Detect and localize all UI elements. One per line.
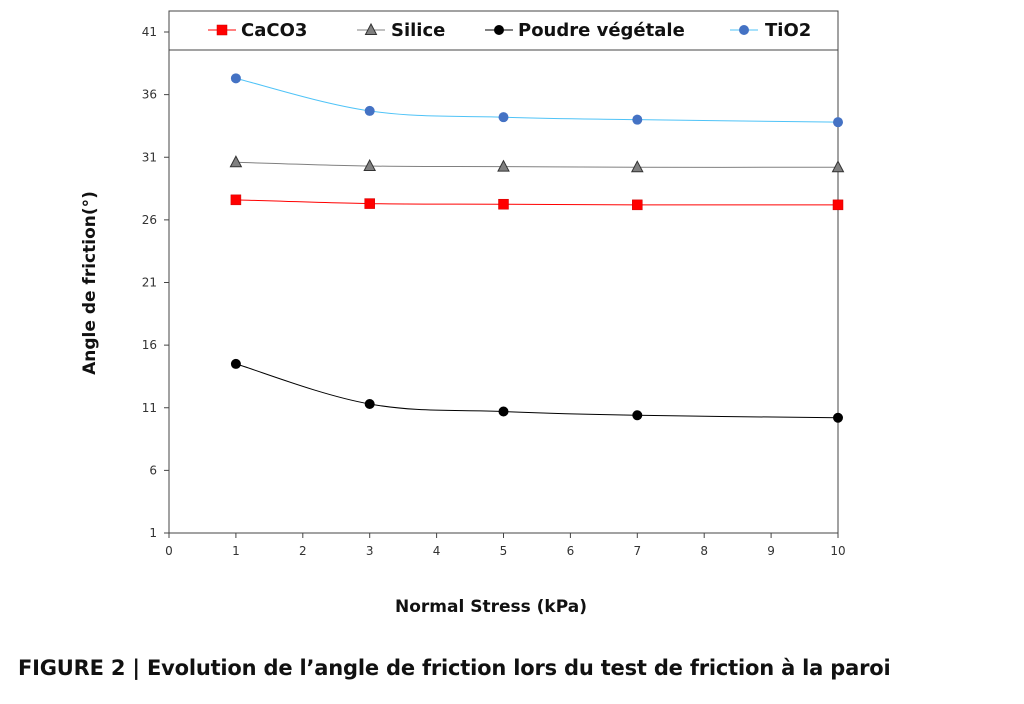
data-point-tio2 (632, 114, 643, 125)
legend: CaCO3 Silice Poudre végétale TiO2 (168, 10, 839, 51)
legend-label-silice: Silice (391, 20, 445, 41)
legend-marker-poudre-v-g-tale (494, 25, 504, 35)
series-line-silice (235, 161, 839, 168)
series-line-caco3 (235, 199, 839, 206)
y-tick-label: 36 (142, 88, 157, 102)
data-point-caco3 (632, 199, 643, 211)
series-caco3 (230, 194, 844, 211)
data-point-silice (630, 160, 644, 173)
legend-marker-tio2 (739, 25, 749, 35)
data-point-caco3 (832, 199, 844, 211)
data-point-silice (229, 155, 243, 168)
series-layer (229, 73, 845, 423)
series-line-tio2 (235, 77, 839, 123)
legend-label-caco3: CaCO3 (241, 20, 307, 41)
y-tick-label: 16 (142, 338, 157, 352)
x-axis-title: Normal Stress (kPa) (395, 597, 587, 617)
x-tick-label: 8 (700, 544, 708, 558)
data-point-tio2 (230, 73, 241, 84)
x-tick-label: 6 (567, 544, 575, 558)
legend-marker-silice (364, 22, 378, 35)
legend-label-poudre-v-g-tale: Poudre végétale (518, 20, 685, 41)
data-point-tio2 (498, 112, 509, 123)
series-silice (229, 155, 845, 173)
y-tick-label: 31 (142, 150, 157, 164)
data-point-poudre-v-g-tale (632, 410, 643, 421)
x-tick-label: 7 (633, 544, 641, 558)
series-tio2 (230, 73, 843, 128)
legend-marker-caco3 (216, 24, 228, 36)
data-point-caco3 (230, 194, 242, 206)
y-tick-label: 6 (149, 463, 157, 477)
x-tick-label: 1 (232, 544, 240, 558)
series-poudre-v-g-tale (230, 358, 843, 423)
data-point-caco3 (498, 198, 509, 210)
y-tick-label: 21 (142, 276, 157, 290)
x-tick-label: 10 (830, 544, 845, 558)
y-axis-title: Angle de friction(°) (80, 191, 100, 375)
y-tick-label: 1 (149, 526, 157, 540)
data-point-poudre-v-g-tale (364, 398, 375, 409)
data-point-tio2 (364, 105, 375, 116)
chart: CaCO3 Silice Poudre végétale TiO2 161116212… (80, 10, 846, 617)
y-tick-label: 11 (142, 401, 157, 415)
figure-caption: FIGURE 2 | Evolution de l’angle de frict… (18, 656, 891, 680)
x-tick-label: 0 (165, 544, 173, 558)
data-point-silice (831, 160, 845, 173)
data-point-poudre-v-g-tale (498, 406, 509, 417)
data-point-poudre-v-g-tale (833, 412, 843, 423)
data-point-silice (497, 159, 510, 172)
x-tick-label: 2 (299, 544, 307, 558)
series-line-poudre-v-g-tale (235, 363, 839, 419)
data-point-tio2 (833, 117, 843, 128)
legend-label-tio2: TiO2 (765, 20, 811, 41)
x-tick-label: 4 (433, 544, 441, 558)
x-tick-label: 3 (366, 544, 374, 558)
data-point-poudre-v-g-tale (230, 358, 241, 369)
data-point-silice (363, 158, 377, 172)
x-tick-label: 9 (767, 544, 775, 558)
y-tick-label: 26 (142, 213, 157, 227)
data-point-caco3 (364, 198, 375, 209)
y-tick-label: 41 (142, 25, 157, 39)
x-tick-label: 5 (500, 544, 508, 558)
